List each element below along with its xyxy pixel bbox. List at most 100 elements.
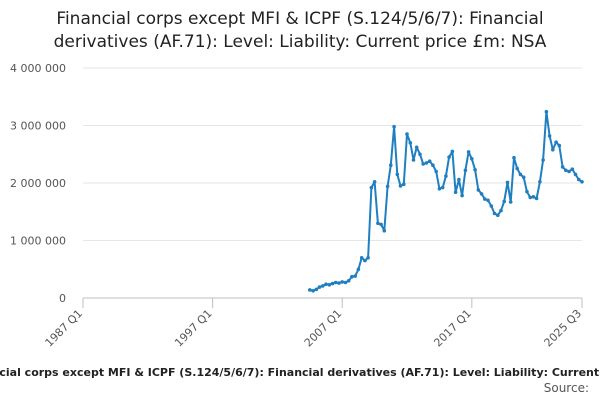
- y-tick-label: 4 000 000: [10, 62, 66, 75]
- data-point: [317, 285, 322, 289]
- data-point: [577, 177, 581, 182]
- data-point: [499, 208, 503, 213]
- x-tick-label: 2025 Q3: [542, 307, 585, 350]
- data-point: [453, 190, 458, 194]
- series-line: [309, 110, 583, 292]
- data-point: [405, 132, 409, 136]
- data-point: [541, 158, 545, 162]
- data-point: [311, 289, 315, 293]
- data-point: [350, 274, 354, 279]
- data-point: [544, 109, 549, 114]
- x-axis: 1987 Q1 1997 Q1 2007 Q1 2017 Q1 2025 Q3: [43, 297, 585, 350]
- data-point: [580, 180, 584, 184]
- data-point: [366, 255, 370, 260]
- data-point: [408, 141, 413, 145]
- data-point: [486, 198, 490, 203]
- x-tick-label: 1987 Q1: [43, 307, 86, 350]
- data-point: [427, 159, 432, 163]
- data-point: [473, 168, 477, 172]
- data-point: [424, 161, 429, 165]
- data-point: [356, 267, 361, 272]
- data-point: [551, 147, 555, 152]
- data-point: [395, 172, 400, 177]
- data-point: [330, 281, 335, 286]
- data-point: [402, 182, 406, 186]
- data-point: [324, 282, 328, 287]
- data-point: [570, 167, 575, 171]
- chart-title-line-1: Financial corps except MFI & ICPF (S.124…: [56, 9, 544, 29]
- data-point: [314, 287, 319, 292]
- data-point: [496, 213, 500, 217]
- data-point: [547, 134, 552, 138]
- data-point: [521, 175, 526, 180]
- data-point: [346, 279, 351, 283]
- data-point: [479, 192, 484, 196]
- data-point: [534, 196, 539, 201]
- data-point: [457, 177, 461, 182]
- y-axis: 0 1 000 000 2 000 000 3 000 000 4 000 000: [10, 62, 66, 305]
- x-tick-label: 1997 Q1: [172, 307, 215, 350]
- chart-title-line-2: derivatives (AF.71): Level: Liability: C…: [53, 32, 547, 52]
- data-point: [359, 255, 364, 260]
- data-point: [379, 222, 383, 227]
- data-point: [447, 155, 451, 159]
- data-point: [483, 197, 487, 201]
- y-tick-label: 0: [59, 292, 66, 305]
- data-point: [353, 274, 358, 278]
- x-tick-label: 2017 Q1: [431, 307, 474, 350]
- data-point: [392, 124, 396, 129]
- data-point: [502, 199, 507, 204]
- data-point: [463, 168, 468, 173]
- data-point: [450, 149, 455, 154]
- data-point: [372, 180, 377, 184]
- data-point: [385, 184, 390, 189]
- data-point: [573, 172, 578, 177]
- data-point: [308, 288, 312, 292]
- data-point: [460, 193, 464, 198]
- data-point: [411, 158, 416, 162]
- data-point: [560, 165, 565, 169]
- data-point: [525, 189, 529, 194]
- data-point: [382, 228, 387, 233]
- data-point: [538, 180, 542, 184]
- data-point: [414, 145, 419, 150]
- data-point: [431, 163, 435, 167]
- data-point: [333, 280, 338, 285]
- series-caption-text: Financial corps except MFI & ICPF (S.124…: [0, 366, 600, 379]
- data-point: [531, 195, 536, 199]
- data-point: [505, 180, 510, 185]
- y-tick-label: 1 000 000: [10, 235, 66, 248]
- data-point: [321, 284, 325, 288]
- data-point: [369, 185, 374, 190]
- chart-title: Financial corps except MFI & ICPF (S.124…: [0, 8, 600, 54]
- data-point: [492, 211, 497, 216]
- data-point: [343, 280, 348, 285]
- data-point: [466, 150, 471, 154]
- data-point: [554, 140, 558, 144]
- data-point: [557, 143, 562, 148]
- data-point: [489, 204, 494, 208]
- data-point: [444, 174, 448, 178]
- data-point: [434, 169, 439, 174]
- data-point: [518, 172, 523, 177]
- data-point: [376, 221, 380, 226]
- data-point: [340, 280, 345, 284]
- x-tick-label: 2007 Q1: [302, 307, 345, 350]
- data-point: [418, 152, 422, 157]
- y-tick-label: 2 000 000: [10, 177, 66, 190]
- data-point: [389, 163, 393, 167]
- data-point: [363, 258, 367, 263]
- data-point: [327, 283, 332, 287]
- series-group: [308, 109, 584, 293]
- data-point: [567, 169, 571, 174]
- y-tick-label: 3 000 000: [10, 120, 66, 133]
- source-label: Source:: [543, 381, 589, 395]
- data-point: [337, 281, 341, 285]
- data-point: [476, 188, 481, 192]
- data-point: [437, 187, 442, 191]
- data-point: [512, 155, 516, 160]
- series-caption: Financial corps except MFI & ICPF (S.124…: [0, 366, 600, 379]
- data-point: [508, 200, 513, 204]
- data-point: [421, 162, 426, 166]
